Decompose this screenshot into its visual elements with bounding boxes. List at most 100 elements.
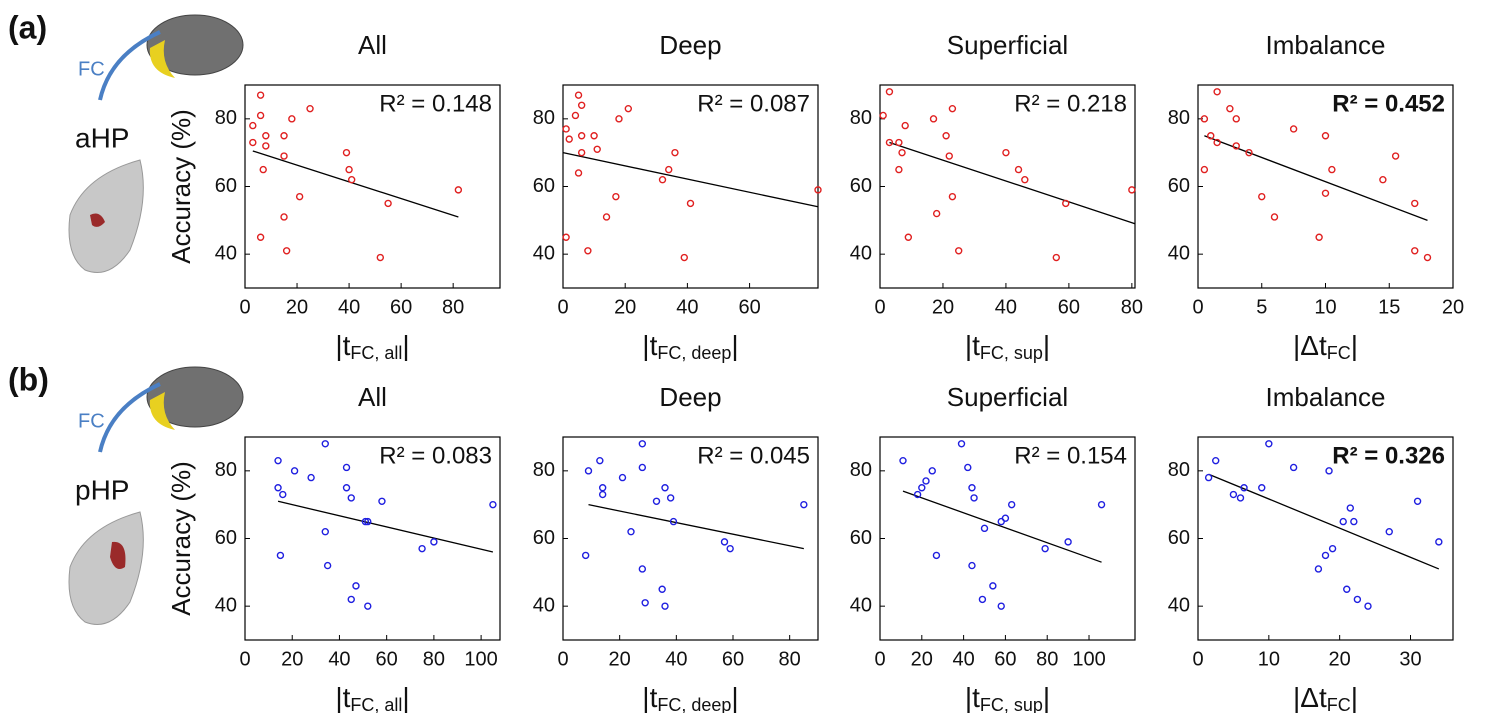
brain — [146, 366, 244, 428]
data-point — [895, 138, 903, 147]
panel: Deep 0 20 40 60 80 40 60 80 |tFC, deep| R² = 0.045 — [533, 382, 819, 713]
x-axis-label-part: FC, all — [350, 343, 402, 363]
data-point — [347, 176, 356, 184]
data-point — [720, 538, 729, 546]
data-point — [384, 199, 392, 208]
data-point — [256, 233, 265, 241]
panel: Deep 0 20 40 60 40 60 80 |tFC, deep| R² = 0.087 — [533, 30, 822, 363]
data-point — [957, 440, 966, 448]
x-tick-label: 10 — [1258, 648, 1280, 670]
data-point — [932, 551, 941, 560]
data-point — [1212, 456, 1220, 465]
y-tick-label: 80 — [850, 459, 872, 481]
y-tick-label: 60 — [1168, 527, 1190, 549]
data-point — [932, 209, 941, 218]
x-axis-label-part: | — [402, 682, 409, 713]
y-tick-label: 80 — [215, 107, 237, 129]
data-point — [666, 494, 675, 502]
data-point — [968, 484, 976, 492]
data-point — [347, 494, 355, 502]
data-point — [1200, 165, 1209, 174]
x-tick-label: 20 — [609, 648, 631, 670]
data-point — [885, 138, 894, 147]
data-point — [1213, 88, 1221, 96]
data-point — [913, 490, 922, 499]
data-point — [928, 467, 936, 475]
data-point — [1245, 148, 1253, 157]
x-axis-label-part: | — [1043, 682, 1050, 713]
x-tick-label: 40 — [665, 648, 687, 670]
x-axis-label-part: |Δt — [1293, 682, 1327, 713]
data-point — [997, 602, 1005, 610]
data-point — [904, 233, 913, 241]
data-point — [1062, 199, 1070, 208]
data-point — [895, 165, 903, 174]
panel: Imbalance 0 10 20 30 40 60 80 |ΔtFC| R² = 0.326 — [1168, 382, 1454, 713]
x-axis-label: |tFC, all| — [335, 682, 409, 713]
data-point — [1321, 132, 1330, 140]
data-point — [256, 111, 265, 120]
fit-line — [889, 141, 1136, 225]
data-point — [581, 551, 590, 560]
data-point — [879, 111, 887, 120]
x-tick-label: 0 — [874, 648, 885, 670]
x-tick-label: 5 — [1256, 296, 1267, 318]
data-point — [1258, 192, 1266, 201]
data-point — [1226, 104, 1234, 113]
x-axis-label-part: |t — [642, 330, 657, 361]
x-tick-label: 0 — [1192, 648, 1203, 670]
fit-line — [1204, 135, 1428, 221]
data-point — [980, 524, 989, 533]
x-axis-label-part: FC — [1327, 343, 1351, 363]
panel: Superficial 0 20 40 60 80 40 60 80 |tFC, sup| R² =… — [850, 30, 1143, 363]
r-squared: R² = 0.148 — [379, 90, 492, 117]
data-point — [1014, 165, 1023, 174]
data-point — [1229, 490, 1238, 499]
data-point — [929, 115, 938, 123]
data-point — [1232, 142, 1240, 150]
data-point — [364, 602, 372, 610]
panel: All 0 20 40 60 80 100 40 60 80 Accuracy (%) |tFC, a… — [166, 382, 501, 713]
data-point — [276, 551, 285, 560]
data-point — [1346, 504, 1354, 512]
data-point — [1002, 148, 1010, 157]
data-point — [1364, 602, 1372, 610]
x-tick-label: 0 — [874, 296, 885, 318]
x-axis-label-part: |t — [335, 330, 350, 361]
x-axis-label-part: | — [1043, 330, 1050, 361]
y-tick-label: 80 — [533, 459, 555, 481]
data-point — [1435, 538, 1443, 546]
x-axis-label-part: | — [1351, 682, 1358, 713]
data-point — [898, 148, 906, 157]
data-point — [641, 599, 649, 607]
data-point — [347, 595, 355, 604]
data-point — [249, 138, 257, 147]
y-tick-label: 60 — [215, 527, 237, 549]
y-tick-label: 80 — [215, 459, 237, 481]
data-point — [669, 517, 678, 526]
x-axis-label-part: FC, all — [350, 695, 402, 713]
x-tick-label: 80 — [1121, 296, 1143, 318]
x-tick-label: 15 — [1378, 296, 1400, 318]
data-point — [342, 148, 351, 157]
data-point — [602, 213, 611, 221]
data-point — [342, 463, 351, 472]
x-axis-label-part: |t — [965, 682, 980, 713]
hippocampus-seed — [110, 541, 126, 570]
row-b-illustration: (b) FC pHP — [8, 361, 244, 625]
y-tick-label: 40 — [215, 242, 237, 264]
data-point — [1270, 213, 1279, 221]
x-axis-label-part: | — [731, 682, 738, 713]
x-tick-label: 60 — [994, 648, 1016, 670]
panel: Imbalance 0 5 10 15 20 40 60 80 |ΔtFC| R² = 0.452 — [1168, 30, 1464, 363]
y-tick-label: 80 — [533, 107, 555, 129]
data-point — [1289, 125, 1298, 133]
data-point — [596, 456, 604, 465]
fit-line — [1208, 473, 1440, 570]
data-point — [321, 440, 329, 448]
x-tick-label: 20 — [1329, 648, 1351, 670]
r-squared: R² = 0.087 — [697, 90, 810, 117]
hippocampus — [68, 159, 144, 273]
data-point — [955, 247, 963, 255]
data-point — [259, 165, 267, 174]
